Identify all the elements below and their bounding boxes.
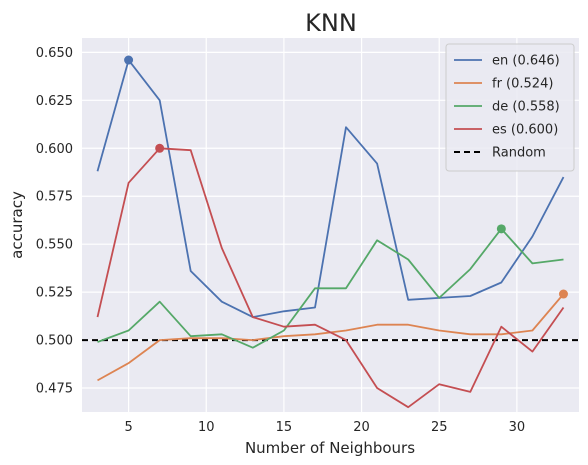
best-point-en (124, 55, 134, 65)
y-tick-label: 0.575 (36, 190, 73, 205)
series-line-en (96, 59, 565, 319)
legend-label-es: es (0.600) (492, 123, 558, 138)
series-line-de (97, 227, 564, 349)
chart-title: KNN (305, 9, 357, 37)
legend-box (445, 43, 575, 172)
legend-label-de: de (0.558) (492, 100, 560, 115)
series-layer (96, 55, 568, 409)
y-tick-label: 0.500 (36, 334, 73, 349)
x-tick-label: 30 (509, 420, 526, 435)
y-tick-label: 0.475 (36, 382, 73, 397)
y-tick-label: 0.550 (36, 238, 73, 253)
best-point-es (155, 143, 165, 153)
y-tick-label: 0.600 (36, 142, 73, 157)
x-tick-label: 25 (431, 420, 448, 435)
y-axis-label: accuracy (8, 191, 26, 259)
x-axis-label: Number of Neighbours (245, 439, 415, 457)
y-tick-label: 0.525 (36, 286, 73, 301)
legend: en (0.646) fr (0.524) de (0.558) es (0.600)… (445, 43, 575, 172)
y-tick-label: 0.625 (36, 94, 73, 109)
x-tick-label: 15 (276, 420, 293, 435)
legend-label-random: Random (492, 146, 546, 161)
legend-label-fr: fr (0.524) (492, 77, 553, 92)
series-line-es (96, 147, 565, 409)
x-tick-label: 5 (124, 420, 132, 435)
legend-label-en: en (0.646) (492, 54, 560, 69)
y-tick-label: 0.650 (36, 46, 73, 61)
x-tick-label: 20 (353, 420, 370, 435)
best-point-de (496, 224, 506, 234)
x-tick-labels: 5 10 15 20 25 30 (124, 420, 525, 435)
y-tick-labels: 0.475 0.500 0.525 0.550 0.575 0.600 0.625 0.650 (36, 46, 73, 397)
best-point-fr (558, 289, 568, 299)
x-tick-label: 10 (198, 420, 215, 435)
